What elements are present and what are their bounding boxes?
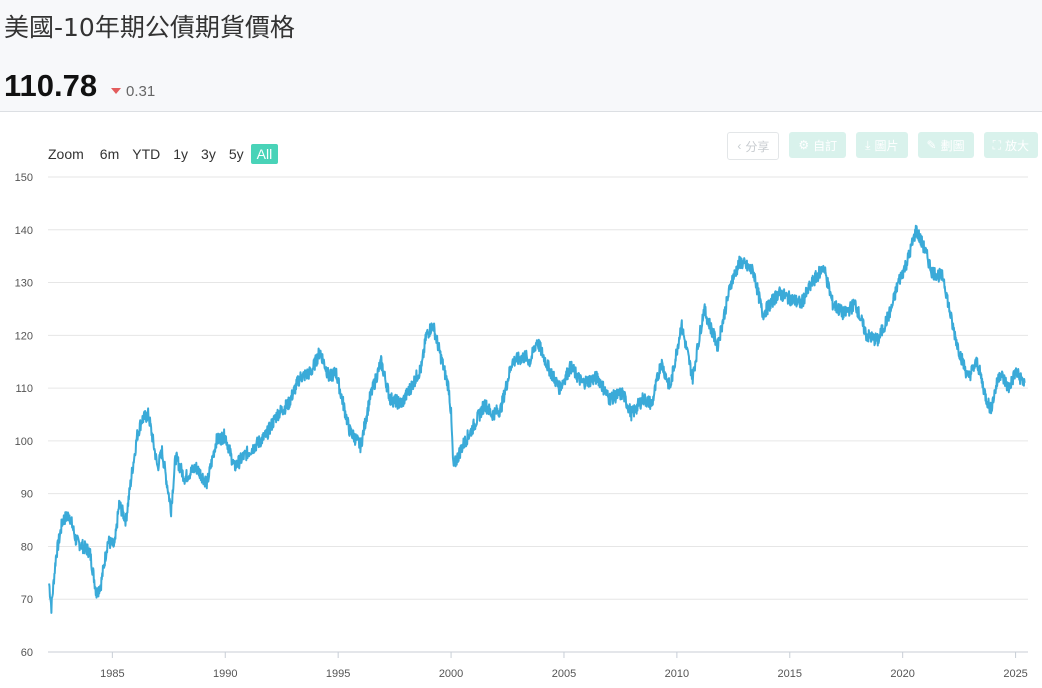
share-button[interactable]: ‹ 分享 [727,132,780,160]
x-tick-label: 2025 [1003,668,1027,680]
x-tick-label: 2000 [439,668,463,680]
customize-label: 自訂 [813,138,838,153]
x-tick-label: 2010 [665,668,689,680]
x-tick-label: 1990 [213,668,237,680]
gear-icon: ⚙ [798,138,810,152]
y-tick-label: 100 [15,436,33,448]
customize-button[interactable]: ⚙ 自訂 [789,132,847,158]
x-tick-label: 2005 [552,668,576,680]
chart-grid [48,176,1028,653]
page-title: 美國-10年期公債期貨價格 [4,13,295,42]
draw-button[interactable]: ✎ 劃圖 [917,132,974,158]
download-image-label: 圖片 [874,138,899,153]
zoom-1y-button[interactable]: 1y [173,146,189,162]
price-change-value: 0.31 [126,83,156,100]
y-tick-label: 140 [15,225,33,237]
price-change: 0.31 [111,83,155,100]
zoom-ytd-button[interactable]: YTD [132,146,161,162]
x-tick-label: 2015 [778,668,802,680]
share-icon: ‹ [737,139,742,153]
y-tick-label: 150 [15,172,33,184]
x-tick-label: 2020 [890,668,914,680]
zoom-6m-button[interactable]: 6m [99,146,120,162]
y-tick-label: 120 [15,330,33,342]
y-axis-labels: 60 70 80 90 100 110 120 130 140 150 [15,172,33,659]
zoom-label: Zoom [48,146,84,162]
draw-label: 劃圖 [940,138,965,153]
x-tick-label: 1985 [100,668,124,680]
expand-icon: ⛶ [992,137,1001,152]
pencil-icon: ✎ [926,138,937,152]
y-tick-label: 70 [21,594,33,606]
current-price: 110.78 [4,68,98,103]
download-image-button[interactable]: ⤓ 圖片 [856,132,908,158]
zoom-3y-button[interactable]: 3y [201,146,216,162]
down-triangle-icon [111,88,121,94]
y-tick-label: 90 [21,489,33,501]
x-tick-label: 1995 [326,668,350,680]
y-tick-label: 80 [21,541,33,553]
share-label: 分享 [745,139,770,154]
chart-toolbar: ‹ 分享 ⚙ 自訂 ⤓ 圖片 ✎ 劃圖 ⛶ 放大 [727,132,1038,160]
download-icon: ⤓ [865,137,871,152]
y-tick-label: 110 [15,383,33,395]
fullscreen-label: 放大 [1004,138,1029,153]
x-axis-labels: 1985 1990 1995 2000 2005 2010 2015 2020 2025 [100,652,1028,680]
range-selector: Zoom 6m YTD 1y 3y 5y All [48,143,279,165]
y-tick-label: 60 [21,647,33,659]
zoom-all-button[interactable]: All [250,144,279,164]
series-line[interactable] [48,224,1026,614]
zoom-5y-button[interactable]: 5y [228,146,244,162]
fullscreen-button[interactable]: ⛶ 放大 [983,132,1038,158]
y-tick-label: 130 [15,278,33,290]
quote-header: 美國-10年期公債期貨價格 110.78 0.31 [0,0,1042,112]
